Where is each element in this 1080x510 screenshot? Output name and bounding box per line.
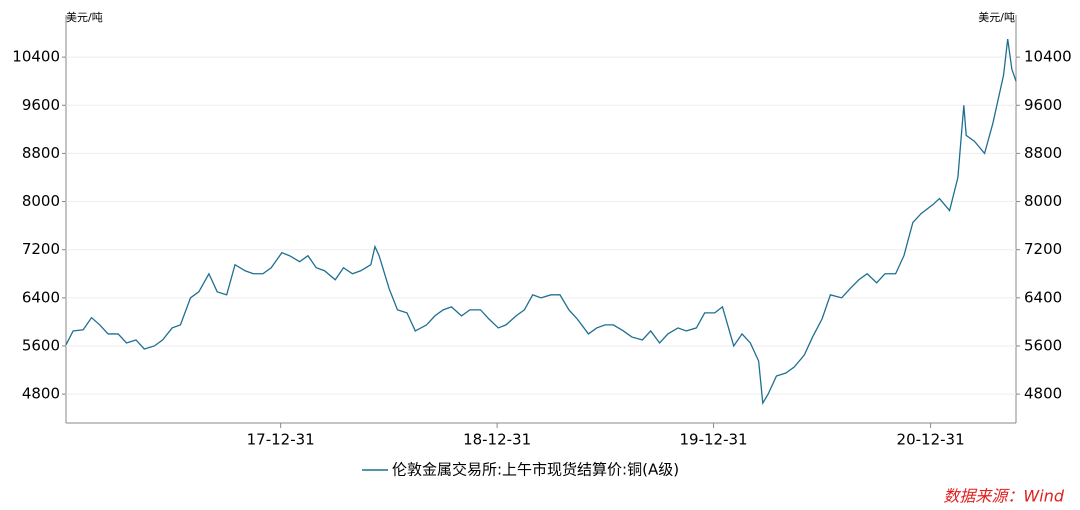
y2-tick-label: 4800 bbox=[1024, 385, 1062, 403]
y-tick-label: 10400 bbox=[12, 48, 60, 66]
y-tick-label: 8800 bbox=[22, 144, 60, 162]
x-tick-label: 17-12-31 bbox=[247, 431, 315, 449]
y2-tick-label: 8800 bbox=[1024, 144, 1062, 162]
y-tick-label: 8000 bbox=[22, 192, 60, 210]
x-tick-label: 20-12-31 bbox=[897, 431, 965, 449]
y2-tick-label: 9600 bbox=[1024, 96, 1062, 114]
y2-tick-label: 5600 bbox=[1024, 336, 1062, 354]
y2-axis-unit: 美元/吨 bbox=[978, 11, 1015, 24]
x-tick-label: 18-12-31 bbox=[463, 431, 531, 449]
y-tick-label: 4800 bbox=[22, 385, 60, 403]
source-note: 数据来源：Wind bbox=[943, 487, 1064, 506]
data-line bbox=[65, 38, 1017, 406]
y-tick-label: 7200 bbox=[22, 240, 60, 258]
y2-tick-label: 8000 bbox=[1024, 192, 1062, 210]
y2-tick-label: 6400 bbox=[1024, 288, 1062, 306]
y2-tick-label: 7200 bbox=[1024, 240, 1062, 258]
legend-label: 伦敦金属交易所:上午市现货结算价:铜(A级) bbox=[392, 461, 679, 479]
x-tick-label: 19-12-31 bbox=[680, 431, 748, 449]
y2-tick-label: 10400 bbox=[1024, 48, 1072, 66]
y-tick-label: 6400 bbox=[22, 288, 60, 306]
y-axis-unit: 美元/吨 bbox=[66, 11, 103, 24]
y-tick-label: 9600 bbox=[22, 96, 60, 114]
y-tick-label: 5600 bbox=[22, 336, 60, 354]
